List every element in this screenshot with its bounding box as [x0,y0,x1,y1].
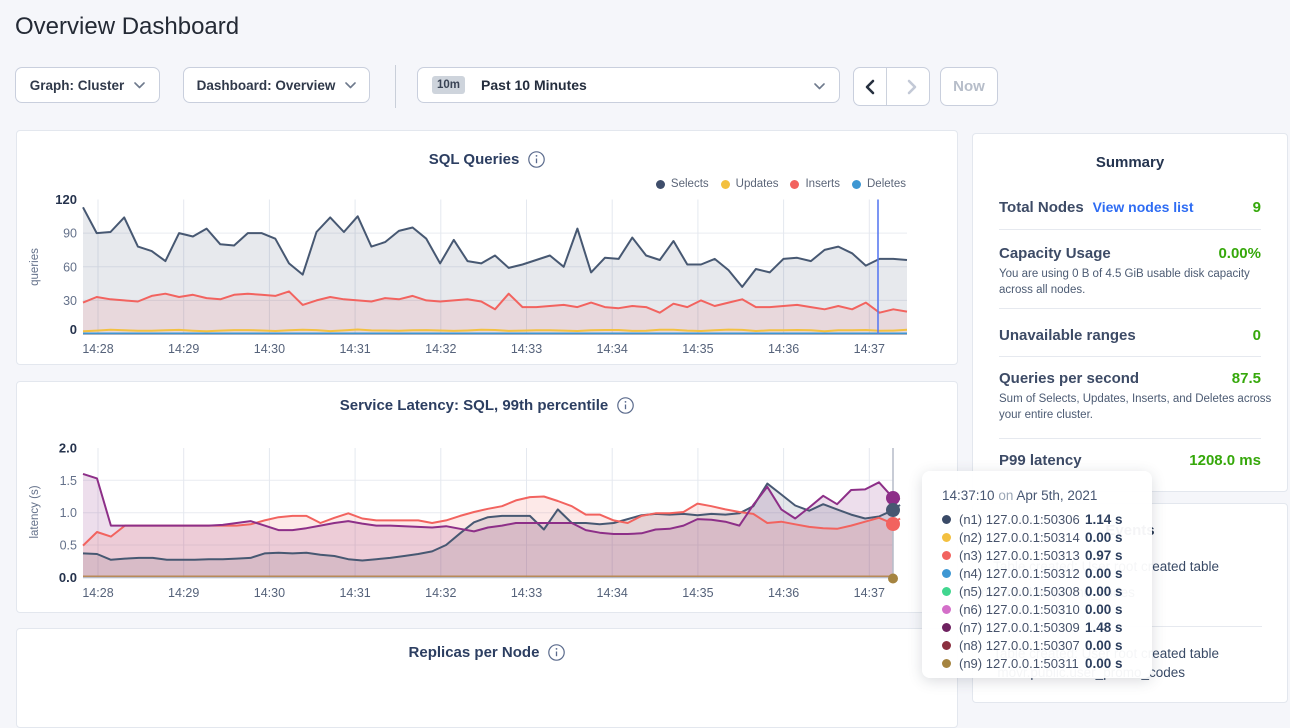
svg-text:14:35: 14:35 [682,586,713,600]
svg-text:queries: queries [29,248,41,286]
svg-text:1.0: 1.0 [60,506,77,520]
svg-text:2.0: 2.0 [59,441,77,456]
svg-text:14:34: 14:34 [597,586,628,600]
svg-text:120: 120 [55,192,77,207]
svg-text:14:28: 14:28 [82,342,113,356]
svg-text:14:30: 14:30 [254,342,285,356]
svg-text:14:30: 14:30 [254,586,285,600]
svg-text:90: 90 [63,227,77,241]
svg-text:0: 0 [70,322,77,337]
svg-text:latency (s): latency (s) [29,485,41,538]
svg-text:0.5: 0.5 [60,539,77,553]
svg-text:14:29: 14:29 [168,342,199,356]
svg-text:14:35: 14:35 [682,342,713,356]
svg-text:60: 60 [63,260,77,274]
svg-text:14:31: 14:31 [339,342,370,356]
svg-text:14:32: 14:32 [425,342,456,356]
svg-text:14:37: 14:37 [854,586,885,600]
svg-text:14:29: 14:29 [168,586,199,600]
svg-text:30: 30 [63,294,77,308]
svg-text:14:36: 14:36 [768,586,799,600]
svg-text:14:32: 14:32 [425,586,456,600]
svg-text:1.5: 1.5 [60,474,77,488]
svg-text:14:37: 14:37 [854,342,885,356]
svg-text:14:33: 14:33 [511,342,542,356]
svg-text:14:36: 14:36 [768,342,799,356]
svg-text:14:33: 14:33 [511,586,542,600]
svg-text:0.0: 0.0 [59,570,77,585]
svg-text:14:31: 14:31 [339,586,370,600]
svg-text:14:28: 14:28 [82,586,113,600]
svg-text:14:34: 14:34 [597,342,628,356]
